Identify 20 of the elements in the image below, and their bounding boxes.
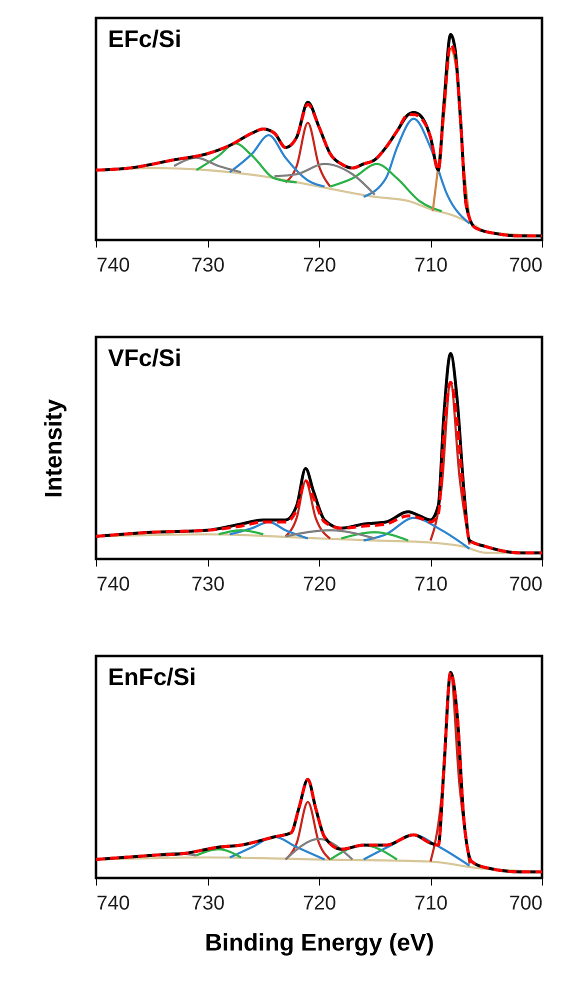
x-axis-title: Binding Energy (eV) (204, 930, 434, 956)
x-tick-label: 700 (509, 574, 542, 596)
x-tick-label: 740 (96, 254, 130, 276)
x-tick-label: 740 (96, 892, 130, 914)
x-tick-label: 740 (96, 574, 130, 596)
x-tick-label: 730 (191, 892, 225, 914)
x-tick-label: 720 (302, 254, 336, 276)
x-tick-label: 710 (414, 574, 448, 596)
x-tick-label: 700 (509, 254, 542, 276)
x-tick-label: 720 (302, 892, 336, 914)
y-axis-title: Intensity (40, 398, 68, 498)
x-tick-label: 710 (414, 892, 448, 914)
x-tick-label: 720 (302, 574, 336, 596)
x-tick-label: 730 (191, 254, 225, 276)
chart-title: VFc/Si (108, 345, 182, 372)
chart-title: EnFc/Si (108, 664, 196, 691)
x-tick-label: 730 (191, 574, 225, 596)
chart-title: EFc/Si (108, 26, 182, 53)
x-tick-label: 700 (509, 892, 542, 914)
x-tick-label: 710 (414, 254, 448, 276)
